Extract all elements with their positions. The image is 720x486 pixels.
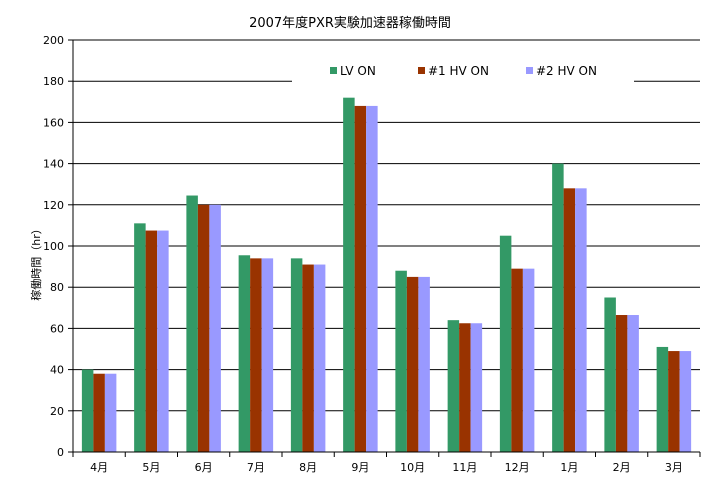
- gridlines: [68, 39, 700, 453]
- bar: [447, 320, 460, 452]
- bar: [668, 351, 680, 452]
- legend-label: #2 HV ON: [536, 64, 597, 78]
- y-tick-label: 160: [43, 116, 64, 129]
- y-tick-label: 20: [50, 405, 64, 418]
- bar: [552, 163, 564, 452]
- bar: [615, 315, 628, 452]
- bar: [209, 204, 221, 452]
- y-tick-labels: 0 20 40 60 80 100 120 140 160 180 200: [43, 34, 64, 459]
- bar: [470, 323, 483, 452]
- bar: [290, 258, 303, 452]
- x-tick-label: 7月: [247, 461, 265, 474]
- x-tick-labels: 4月 5月 6月 7月 8月 9月 10月 11月 12月 1月 2月 3月: [90, 461, 683, 474]
- y-axis-label: 稼働時間（hr）: [29, 223, 43, 301]
- bar: [418, 276, 430, 452]
- bar: [679, 351, 692, 452]
- legend-swatch: [418, 67, 425, 74]
- x-tick-label: 3月: [665, 461, 683, 474]
- x-tick-label: 9月: [351, 461, 369, 474]
- bar: [197, 204, 210, 452]
- bar: [93, 373, 105, 452]
- chart-title: 2007年度PXR実験加速器稼働時間: [249, 15, 451, 31]
- legend-swatch: [526, 67, 533, 74]
- x-tick-label: 2月: [613, 461, 631, 474]
- bar: [459, 323, 471, 452]
- y-tick-label: 60: [50, 322, 64, 335]
- axes: [72, 40, 701, 457]
- bars: [81, 97, 692, 453]
- bar: [157, 230, 169, 452]
- bar: [250, 258, 262, 452]
- bar: [656, 346, 669, 452]
- bar: [261, 258, 274, 452]
- x-tick-label: 5月: [142, 461, 160, 474]
- y-tick-label: 0: [57, 446, 64, 459]
- x-tick-label: 6月: [195, 461, 213, 474]
- y-tick-label: 140: [43, 158, 64, 171]
- legend-swatch: [330, 67, 337, 74]
- bar: [563, 188, 576, 452]
- x-tick-label: 4月: [90, 461, 108, 474]
- bar: [238, 255, 251, 452]
- bar: [134, 223, 146, 452]
- bar: [522, 268, 535, 452]
- bar: [343, 97, 355, 453]
- x-tick-label: 8月: [299, 461, 317, 474]
- bar: [604, 297, 616, 452]
- legend-label: #1 HV ON: [428, 64, 489, 78]
- bar: [366, 105, 378, 453]
- bar: [511, 268, 523, 452]
- bar: [145, 230, 158, 452]
- y-tick-label: 80: [50, 281, 64, 294]
- x-tick-label: 10月: [400, 461, 425, 474]
- bar: [627, 315, 639, 452]
- bar: [302, 264, 314, 452]
- y-tick-label: 120: [43, 199, 64, 212]
- legend: LV ON #1 HV ON #2 HV ON: [292, 59, 634, 86]
- legend-box: [292, 59, 634, 86]
- bar: [406, 276, 419, 452]
- bar: [575, 188, 587, 452]
- y-tick-label: 180: [43, 75, 64, 88]
- bar: [395, 270, 407, 452]
- bar: [81, 369, 94, 452]
- x-tick-label: 1月: [560, 461, 578, 474]
- bar: [313, 264, 326, 452]
- x-tick-label: 12月: [505, 461, 530, 474]
- y-tick-label: 40: [50, 364, 64, 377]
- legend-label: LV ON: [340, 64, 376, 78]
- x-tick-label: 11月: [452, 461, 477, 474]
- y-tick-label: 200: [43, 34, 64, 47]
- bar: [186, 195, 198, 452]
- bar: [104, 373, 117, 452]
- y-tick-label: 100: [43, 240, 64, 253]
- bar: [499, 235, 512, 452]
- bar: [354, 105, 367, 453]
